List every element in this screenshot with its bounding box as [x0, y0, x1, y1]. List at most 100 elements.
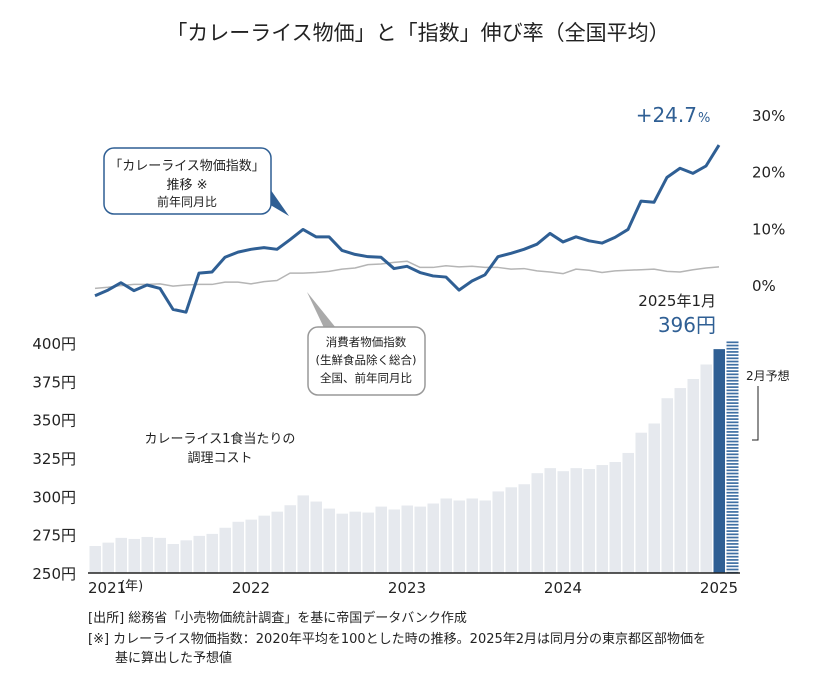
forecast-bar-stripe — [726, 360, 739, 363]
forecast-bar-stripe — [726, 453, 739, 456]
forecast-bar-stripe — [726, 523, 739, 526]
callout-box — [103, 147, 272, 215]
bar — [414, 506, 426, 573]
forecast-bar-stripe — [726, 485, 739, 488]
forecast-bar-stripe — [726, 415, 739, 417]
bar — [271, 511, 283, 573]
bar-y-tick: 400円 — [32, 335, 76, 353]
bar — [297, 495, 309, 573]
bar-x-tick: 2024 — [544, 579, 582, 597]
bar-y-tick: 275円 — [32, 527, 76, 545]
callout-line: 全国、前年同月比 — [320, 371, 412, 385]
bar — [440, 498, 452, 573]
bar — [505, 487, 517, 573]
forecast-bar-stripe — [726, 482, 739, 484]
bar — [284, 505, 296, 573]
bar — [635, 432, 647, 573]
forecast-bar-stripe — [726, 408, 739, 411]
forecast-bar-stripe — [726, 443, 739, 446]
bar — [583, 469, 595, 573]
forecast-bar-stripe — [726, 555, 739, 558]
bar — [609, 461, 621, 573]
forecast-bar-stripe — [726, 495, 739, 497]
bar — [661, 398, 673, 573]
bar-x-axis: 2021 2022 2023 2024 2025 — [88, 579, 738, 597]
callout-box — [307, 326, 426, 396]
curry-index-callout: 「カレーライス物価指数」 推移 ※ 前年同月比 — [103, 147, 289, 216]
forecast-bar-stripe — [726, 520, 739, 523]
bar-series — [89, 341, 739, 574]
bar-x-tick: 2022 — [232, 579, 270, 597]
forecast-bar-stripe — [726, 344, 739, 347]
line-y-tick: 10% — [752, 220, 785, 238]
last-value-label: +24.7 — [636, 103, 697, 127]
bar-y-axis: 400円 375円 350円 325円 300円 275円 250円 — [32, 335, 76, 583]
footer-source: [出所] 総務省「小売物価統計調査」を基に帝国データバンク作成 — [88, 610, 467, 626]
forecast-bar-stripe — [726, 357, 739, 360]
forecast-bar-stripe — [726, 347, 739, 350]
forecast-bar-stripe — [726, 370, 739, 372]
forecast-bar-stripe — [726, 530, 739, 532]
bar — [401, 505, 413, 573]
forecast-bar-stripe — [726, 354, 739, 356]
forecast-bar-stripe — [726, 431, 739, 433]
forecast-bar-stripe — [726, 450, 739, 452]
footer-note-1: [※] カレーライス物価指数：2020年平均を100とした時の推移。2025年2… — [88, 631, 706, 647]
bar — [245, 519, 257, 573]
cpi-line — [94, 260, 720, 290]
chart-title: 「カレーライス物価」と「指数」伸び率（全国平均） — [166, 21, 669, 45]
forecast-bar-stripe — [726, 373, 739, 376]
forecast-bar-stripe — [726, 479, 739, 481]
bar — [219, 527, 231, 573]
callout-pointer — [307, 292, 336, 330]
forecast-bar-stripe — [726, 376, 739, 379]
bar-x-tick: 2025 — [700, 579, 738, 597]
bar — [466, 498, 478, 573]
bar — [544, 468, 556, 573]
forecast-bar-stripe — [726, 498, 739, 500]
forecast-bar-stripe — [726, 546, 739, 548]
bar — [349, 511, 361, 573]
bar — [453, 500, 465, 573]
bar — [362, 512, 374, 573]
bar — [375, 506, 387, 573]
bar — [557, 471, 569, 573]
callout-line: (生鮮食品除く総合) — [316, 353, 417, 367]
bar-series-label-1: カレーライス1食当たりの — [145, 431, 296, 447]
forecast-bar-stripe — [726, 379, 739, 382]
forecast-bar-stripe — [726, 383, 739, 385]
bar — [128, 538, 140, 573]
forecast-label: 2月予想 — [746, 368, 790, 383]
x-unit-label: (年) — [120, 579, 143, 594]
bar — [492, 491, 504, 573]
bar — [141, 536, 153, 573]
line-y-tick: 30% — [752, 107, 785, 125]
forecast-bar-stripe — [726, 491, 739, 494]
forecast-bar-stripe — [726, 351, 739, 353]
last-value-unit: % — [698, 111, 710, 126]
bar — [323, 508, 335, 573]
footer-note-2: 基に算出した予想値 — [115, 650, 232, 666]
bar — [518, 484, 530, 573]
forecast-bar-stripe — [726, 424, 739, 427]
bar — [596, 465, 608, 573]
bar — [648, 423, 660, 573]
bar-y-tick: 325円 — [32, 450, 76, 468]
line-y-tick: 0% — [752, 277, 776, 295]
forecast-bar-stripe — [726, 514, 739, 516]
callout-line: 消費者物価指数 — [326, 335, 407, 349]
forecast-bar-stripe — [726, 539, 739, 542]
bar — [700, 364, 712, 573]
callout-line: 「カレーライス物価指数」 — [109, 159, 265, 174]
bar — [570, 468, 582, 573]
forecast-bar — [726, 341, 739, 574]
forecast-bar-stripe — [726, 367, 739, 369]
forecast-bar-stripe — [726, 363, 739, 366]
forecast-bar-stripe — [726, 463, 739, 465]
bar-x-tick: 2023 — [388, 579, 426, 597]
bar — [531, 473, 543, 573]
bar — [687, 379, 699, 573]
bar-y-tick: 300円 — [32, 488, 76, 506]
forecast-bar-stripe — [726, 405, 739, 408]
forecast-bracket — [752, 386, 759, 441]
